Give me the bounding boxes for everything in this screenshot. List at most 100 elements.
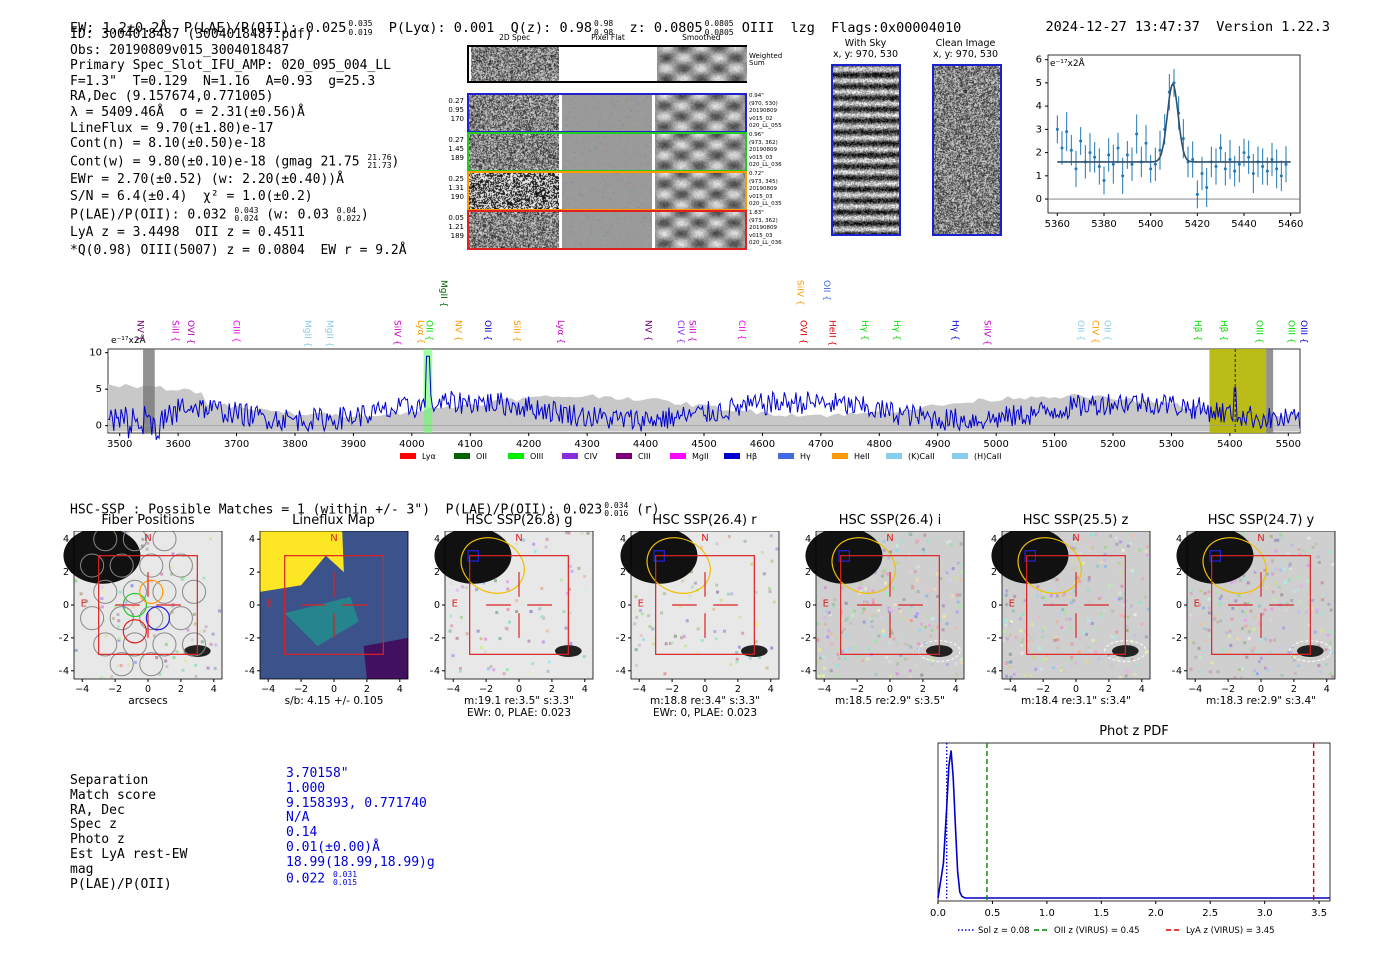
- hsc-noise-pixel: [1064, 611, 1068, 615]
- zoom-xtick-label: 5440: [1231, 219, 1256, 230]
- legend-label: CIII: [638, 452, 651, 461]
- hsc-noise-pixel: [880, 647, 884, 651]
- hsc-xtick-label: 2: [734, 684, 740, 695]
- hsc-panel-title: Fiber Positions: [101, 513, 195, 528]
- legend-swatch: [562, 453, 578, 459]
- hsc-noise-pixel: [856, 654, 860, 658]
- hsc-noise-pixel: [1286, 552, 1290, 556]
- hsc-noise-pixel: [1321, 598, 1325, 602]
- info-plae-w: (w: 0.03: [258, 207, 329, 223]
- hsc-noise-pixel: [935, 625, 939, 629]
- fiber-info: 1.83": [749, 210, 764, 216]
- cutout-headers: 2D Spec Pixel Flat Smoothed: [468, 33, 748, 42]
- hsc-noise-pixel: [1103, 564, 1107, 568]
- hsc-noise-pixel: [917, 642, 921, 646]
- hsc-ytick-label: 0: [805, 600, 811, 611]
- hsc-noise-pixel: [774, 547, 778, 551]
- hsc-noise-pixel: [449, 581, 453, 585]
- hsc-noise-pixel: [1274, 549, 1278, 553]
- hsc-noise-pixel: [1119, 596, 1123, 600]
- hsc-noise-pixel: [531, 662, 535, 666]
- hsc-noise-pixel: [881, 558, 885, 562]
- hsc-xtick-label: −4: [1003, 684, 1017, 695]
- spectrum-line-label: Lyα {: [555, 320, 565, 344]
- hsc-noise-pixel: [926, 539, 930, 543]
- hsc-noise-pixel: [483, 649, 487, 653]
- zoom-ytick-label: 5: [1036, 78, 1042, 89]
- fiber-circle: [93, 632, 118, 657]
- hsc-noise-pixel: [895, 544, 899, 548]
- hsc-noise-pixel: [874, 673, 878, 677]
- hsc-noise-pixel: [1307, 536, 1311, 540]
- info-lambda: λ = 5409.46Å σ = 2.31(±0.56)Å: [70, 104, 305, 120]
- hsc-noise-pixel: [1099, 560, 1103, 564]
- info-sn: S/N = 6.4(±0.4) χ² = 1.0(±0.2): [70, 189, 313, 205]
- hsc-noise-pixel: [1280, 593, 1284, 597]
- legend-label: OIII: [530, 452, 543, 461]
- full-spectrum-chart: 3500 3600 3700 3800 3900 4000 4100 4200 4300 4400…: [89, 280, 1308, 461]
- hsc-ytick-label: 2: [805, 567, 811, 578]
- version: Version 1.22.3: [1216, 19, 1330, 35]
- hsc-noise-pixel: [1122, 656, 1126, 660]
- hsc-noise-pixel: [100, 605, 104, 609]
- hsc-noise-pixel: [1003, 623, 1007, 627]
- hsc-noise-pixel: [1126, 615, 1130, 619]
- hsc-noise-pixel: [1315, 608, 1319, 612]
- hsc-noise-pixel: [769, 559, 773, 563]
- spectrum-ytick-label: 10: [89, 348, 102, 359]
- hsc-noise-pixel: [1140, 577, 1144, 581]
- hsc-noise-pixel: [1279, 562, 1283, 566]
- hsc-noise-pixel: [140, 544, 144, 548]
- hsc-noise-pixel: [1097, 597, 1101, 601]
- info-plae-text: P(LAE)/P(OII): 0.032: [70, 207, 227, 223]
- hsc-noise-pixel: [1005, 637, 1009, 641]
- hsc-noise-pixel: [1068, 665, 1072, 669]
- hsc-noise-pixel: [829, 632, 833, 636]
- hsc-noise-pixel: [1080, 561, 1084, 565]
- hsc-panel-image: N E −4 −2 0 2 4 4 2 0 −2 −4 m:18.5 re:2.9" s:3.5": [801, 531, 965, 707]
- hsc-noise-pixel: [1244, 606, 1248, 610]
- hsc-noise-pixel: [818, 656, 822, 660]
- hsc-noise-pixel: [1061, 594, 1065, 598]
- hsc-noise-pixel: [1019, 641, 1023, 645]
- hsc-noise-pixel: [1274, 538, 1278, 542]
- hsc-noise-pixel: [505, 627, 509, 631]
- hsc-noise-pixel: [1315, 610, 1319, 614]
- info-plae-lo: 0.024: [234, 214, 259, 224]
- hsc-noise-pixel: [110, 675, 114, 679]
- hsc-noise-pixel: [902, 598, 906, 602]
- zoom-point: [1228, 158, 1232, 162]
- hsc-noise-pixel: [186, 628, 190, 632]
- legend-label: Hβ: [746, 452, 757, 461]
- hsc-east-label: E: [81, 599, 87, 610]
- hsc-noise-pixel: [1329, 672, 1333, 676]
- fiber-info: 0.72": [749, 171, 764, 177]
- hsc-xtick-label: −2: [1221, 684, 1235, 695]
- hsc-noise-pixel: [564, 626, 568, 630]
- fiber-row: [467, 132, 747, 172]
- hsc-noise-pixel: [1071, 599, 1075, 603]
- spectrum-flux-line: [107, 355, 1301, 440]
- fiber-info: 020_LL_036: [749, 240, 782, 246]
- hsc-north-label: N: [144, 533, 151, 544]
- hsc-noise-pixel: [1311, 545, 1315, 549]
- hsc-noise-pixel: [861, 659, 865, 663]
- fiber-right-info: 1.83" (973, 362) 20190809 v015_03 020_LL_036: [749, 210, 789, 248]
- hsc-noise-pixel: [865, 600, 869, 604]
- hsc-aperture: [1017, 537, 1082, 594]
- hsc-noise-pixel: [1288, 564, 1292, 568]
- hsc-noise-pixel: [1246, 581, 1250, 585]
- hsc-noise-pixel: [662, 672, 666, 676]
- hsc-noise-pixel: [1247, 637, 1251, 641]
- hsc-noise-pixel: [1029, 636, 1033, 640]
- zoom-point: [1121, 174, 1125, 178]
- hsc-noise-pixel: [921, 550, 925, 554]
- hsc-noise-pixel: [1228, 650, 1232, 654]
- spectrum-xtick-label: 5500: [1276, 439, 1301, 450]
- hsc-noise-pixel: [925, 594, 929, 598]
- fiber-info: 20190809: [749, 186, 777, 192]
- hsc-noise-pixel: [918, 628, 922, 632]
- hsc-noise-pixel: [769, 534, 773, 538]
- header-pixel-flat: Pixel Flat: [591, 33, 625, 42]
- hsc-noise-pixel: [1208, 670, 1212, 674]
